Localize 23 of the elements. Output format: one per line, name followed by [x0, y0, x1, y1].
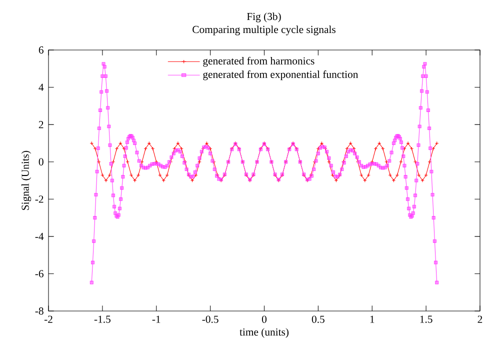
y-tick-label: 0: [38, 158, 44, 166]
y-tick-label: -4: [35, 232, 44, 240]
y-tick-label: 2: [38, 121, 44, 128]
legend-label: generated from harmonics: [203, 56, 314, 67]
y-axis-title: Signal (Units): [21, 150, 32, 210]
x-tick-label: 1.5: [420, 316, 432, 323]
y-tick-label: -8: [35, 307, 44, 315]
chart-subtitle: Comparing multiple cycle signals: [192, 26, 336, 36]
x-tick-label: -1.5: [94, 316, 110, 323]
x-tick-label: 2: [478, 316, 482, 323]
x-tick-label: 0.5: [312, 316, 324, 323]
x-axis-title: time (units): [240, 328, 289, 338]
y-tick-label: 4: [38, 84, 44, 91]
legend-label: generated from exponential function: [203, 70, 358, 80]
x-tick-label: -1: [152, 316, 160, 323]
chart-title: Fig (3b): [246, 12, 281, 22]
x-tick-label: 0: [262, 316, 267, 323]
x-tick-label: -0.5: [202, 316, 218, 323]
y-tick-label: -2: [35, 196, 44, 203]
x-tick-label: 1: [370, 316, 374, 323]
y-tick-label: 6: [38, 46, 44, 54]
x-tick-label: -2: [44, 316, 52, 323]
y-tick-label: -6: [35, 270, 44, 278]
